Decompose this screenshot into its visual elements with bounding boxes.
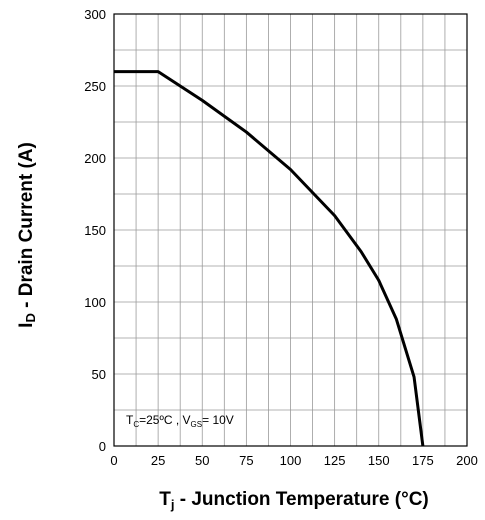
svg-text:Tj - Junction Temperature (°C): Tj - Junction Temperature (°C) (159, 489, 429, 512)
y-axis-title-rest: - Drain Current (A) (16, 142, 37, 313)
x-tick-label: 125 (324, 453, 346, 468)
series-layer (114, 70, 425, 447)
annotation-t: T (126, 413, 134, 427)
drain-current-curve (114, 70, 425, 447)
x-tick-label: 50 (195, 453, 209, 468)
annotation-v: V (183, 413, 191, 427)
annotation-v-sub: GS (191, 420, 203, 429)
x-tick-label: 0 (110, 453, 117, 468)
y-tick-label: 0 (99, 439, 106, 454)
x-axis-title: Tj - Junction Temperature (°C) (159, 489, 429, 512)
x-tick-label: 200 (456, 453, 478, 468)
x-tick-label: 150 (368, 453, 390, 468)
x-axis-title-rest: - Junction Temperature (°C) (174, 489, 428, 510)
grid (114, 14, 467, 446)
y-axis-title-main: I (16, 323, 37, 328)
annotation-t-value: =25ºC , (139, 413, 182, 427)
svg-text:ID - Drain Current (A): ID - Drain Current (A) (16, 142, 38, 328)
y-tick-label: 150 (84, 223, 106, 238)
x-axis-title-sub: j (170, 497, 175, 512)
x-tick-label: 25 (151, 453, 165, 468)
svg-text:TC=25ºC , VGS= 10V: TC=25ºC , VGS= 10V (126, 413, 234, 429)
x-tick-label: 75 (239, 453, 253, 468)
tick-labels: 0 25 50 75 100 125 150 175 200 0 50 100 150 200 250 300 (84, 7, 478, 468)
x-tick-label: 175 (412, 453, 434, 468)
y-tick-label: 50 (92, 367, 106, 382)
y-tick-label: 300 (84, 7, 106, 22)
plot-area-frame (113, 13, 468, 447)
y-axis-title-sub: D (23, 313, 38, 322)
annotation-t-sub: C (133, 420, 139, 429)
condition-annotation: TC=25ºC , VGS= 10V (126, 413, 234, 429)
annotation-v-value: = 10V (202, 413, 234, 427)
y-axis-title: ID - Drain Current (A) (16, 142, 38, 328)
y-tick-label: 200 (84, 151, 106, 166)
x-tick-label: 100 (280, 453, 302, 468)
y-tick-label: 100 (84, 295, 106, 310)
y-tick-label: 250 (84, 79, 106, 94)
x-axis-title-main: T (159, 489, 171, 510)
